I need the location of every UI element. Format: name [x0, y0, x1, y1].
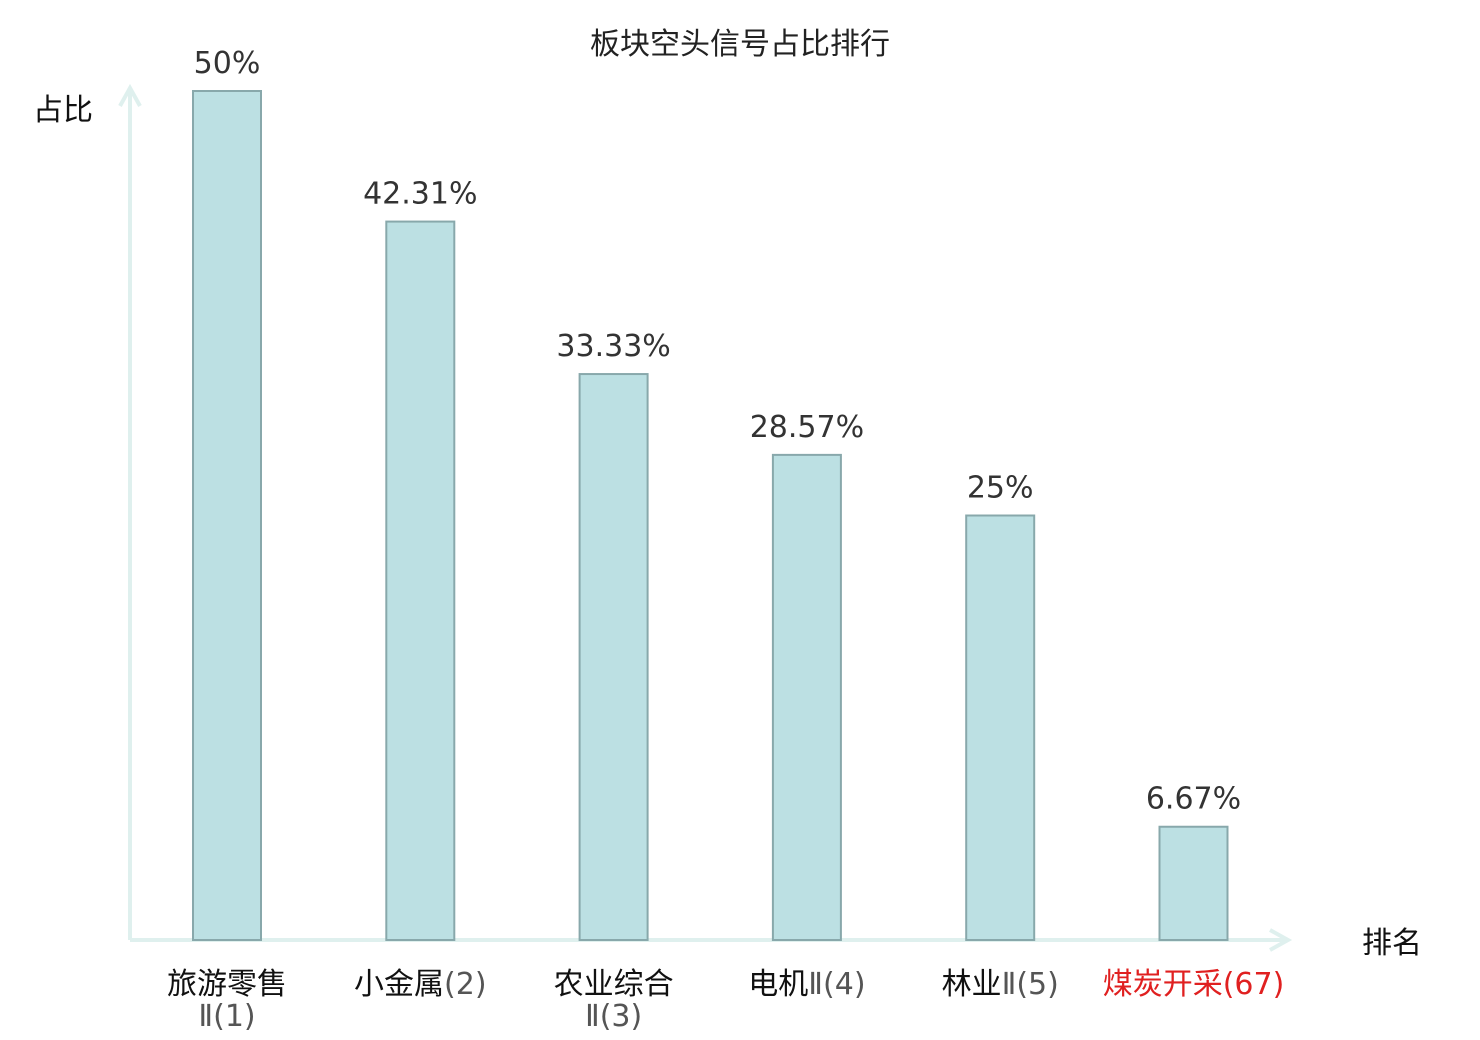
tick-label: 林业Ⅱ(5) [942, 967, 1059, 1002]
axes [118, 83, 1293, 952]
tick-label-name: 林业 [942, 967, 1002, 1002]
tick-label-suffix: Ⅱ(5) [1002, 967, 1059, 1002]
data-label: 25% [967, 471, 1034, 506]
bar [771, 453, 842, 941]
bars [192, 90, 1229, 942]
tick-label-suffix: Ⅱ(4) [808, 967, 865, 1002]
data-label: 42.31% [363, 177, 477, 212]
y-axis-label: 占比 [33, 93, 93, 128]
bar [965, 514, 1036, 941]
x-axis-arrow [1269, 928, 1293, 952]
tick-label: 小金属(2) [354, 967, 487, 1002]
value-labels: 50% 42.31% 33.33% 28.57% 25% 6.67% [194, 46, 1242, 817]
chart-title: 板块空头信号占比排行 [590, 27, 890, 62]
x-axis-label: 排名 [1362, 926, 1422, 961]
tick-label: 旅游零售 [167, 967, 287, 1002]
tick-label-suffix: Ⅱ(3) [585, 999, 642, 1034]
tick-label-name: 小金属 [354, 967, 444, 1002]
bar [578, 373, 649, 942]
data-label: 6.67% [1146, 782, 1241, 817]
bar [192, 90, 262, 941]
tick-label: 煤炭开采(67) [1103, 967, 1285, 1002]
data-label: 33.33% [556, 329, 670, 364]
tick-label-suffix: (2) [444, 967, 487, 1002]
y-axis-arrow [118, 83, 142, 107]
tick-label-suffix: (67) [1223, 967, 1285, 1002]
bar [385, 220, 456, 942]
tick-label: 电机Ⅱ(4) [748, 967, 865, 1002]
data-label: 50% [194, 46, 261, 81]
data-label: 28.57% [750, 410, 864, 445]
tick-label: 农业综合 [554, 967, 674, 1002]
tick-label-name: 煤炭开采 [1103, 967, 1223, 1002]
tick-label-name: 电机 [748, 967, 808, 1002]
tick-label-suffix: Ⅱ(1) [198, 999, 255, 1034]
bar [1158, 825, 1229, 942]
